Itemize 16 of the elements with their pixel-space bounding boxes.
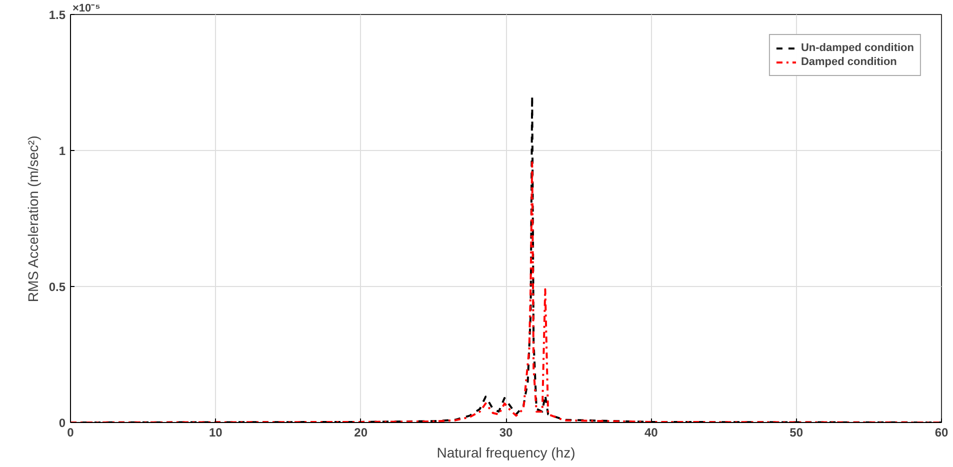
x-tick-label: 30 xyxy=(499,426,513,440)
annotation: ×10⁻⁵ xyxy=(72,2,100,14)
y-tick-label: 0 xyxy=(58,416,66,430)
x-axis-title: Natural frequency (hz) xyxy=(436,444,576,460)
x-tick-label: 0 xyxy=(67,426,74,440)
x-tick-label: 20 xyxy=(354,426,368,440)
x-tick-label: 60 xyxy=(934,426,948,440)
legend-label: Un-damped condition xyxy=(800,41,914,55)
y-tick-label: 0.5 xyxy=(48,280,66,294)
y-tick-label: 1 xyxy=(58,144,66,158)
y-tick-label: 1.5 xyxy=(48,8,66,22)
x-tick-label: 50 xyxy=(790,426,804,440)
x-tick-label: 10 xyxy=(208,426,223,440)
legend-label: Damped condition xyxy=(800,55,897,69)
y-axis-title: RMS Acceleration (m/sec²) xyxy=(24,136,41,302)
x-tick-label: 40 xyxy=(644,426,658,440)
